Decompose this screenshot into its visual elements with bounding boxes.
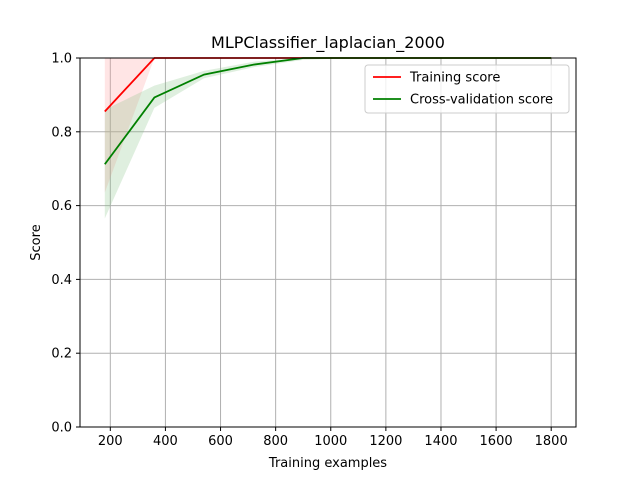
y-tick-label: 0.0 [51, 421, 72, 436]
y-axis-ticks: 0.0 0.2 0.4 0.6 0.8 1.0 [51, 52, 80, 436]
legend-label-training: Training score [409, 71, 500, 86]
plot-frame [79, 57, 577, 428]
x-tick-label: 1000 [314, 434, 347, 449]
x-tick-label: 800 [263, 434, 288, 449]
y-tick-label: 0.6 [51, 199, 72, 214]
legend-box [364, 64, 570, 114]
y-tick-label: 0.2 [51, 347, 72, 362]
x-tick-label: 400 [153, 434, 178, 449]
y-axis-label: Score [29, 224, 44, 260]
x-tick-label: 1800 [535, 434, 568, 449]
legend-label-cross-validation: Cross-validation score [410, 93, 553, 108]
x-tick-label: 1400 [424, 434, 457, 449]
legend: Training score Cross-validation score [364, 64, 570, 114]
x-tick-label: 600 [208, 434, 233, 449]
x-tick-label: 1600 [480, 434, 513, 449]
chart-title: MLPClassifier_laplacian_2000 [211, 33, 445, 53]
x-axis-label: Training examples [268, 456, 387, 471]
y-tick-label: 1.0 [51, 52, 72, 67]
y-tick-label: 0.4 [51, 273, 72, 288]
x-tick-label: 1200 [369, 434, 402, 449]
x-axis-ticks: 200 400 600 800 1000 1200 1400 1600 1800 [98, 427, 568, 449]
x-tick-label: 200 [98, 434, 123, 449]
y-tick-label: 0.8 [51, 125, 72, 140]
